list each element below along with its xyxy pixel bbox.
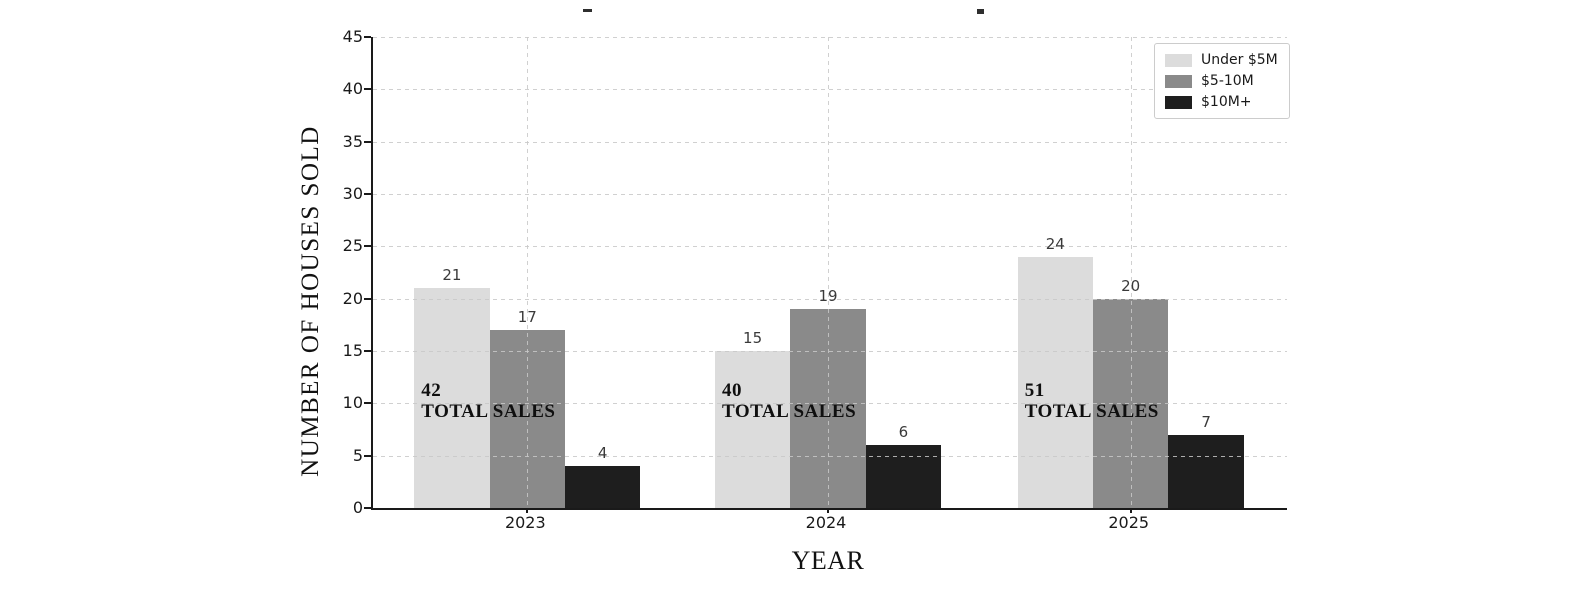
gridline-h-45: [373, 37, 1287, 38]
cropped-title-mark-right: [977, 9, 984, 14]
y-tick-label-25: 25: [342, 236, 363, 256]
bar-2023-Under $5M: [414, 288, 490, 508]
annotation-total-text: TOTAL SALES: [722, 401, 857, 422]
legend-label-5-10m: $5-10M: [1201, 73, 1254, 89]
y-tick-mark-0: [364, 507, 371, 509]
y-tick-mark-40: [364, 88, 371, 91]
x-tick-mark-2025: [1129, 508, 1132, 513]
gridline-h-35: [373, 141, 1287, 143]
bar-2024-$5-10M: [790, 309, 866, 508]
bar-value-label: 7: [1201, 412, 1211, 431]
y-tick-mark-10: [364, 402, 371, 405]
y-tick-mark-15: [364, 350, 371, 352]
bar-2024-Under $5M: [714, 351, 791, 508]
x-tick-mark-2023: [526, 508, 529, 513]
bar-value-label: 15: [743, 329, 763, 347]
legend-swatch-10m-plus: [1165, 95, 1192, 109]
y-tick-label-35: 35: [342, 131, 363, 151]
bar-value-label: 17: [517, 308, 537, 327]
bar-value-label: 24: [1045, 234, 1065, 253]
gridline-h-30: [373, 194, 1287, 195]
bar-2025-$10M+: [1168, 434, 1244, 508]
gridline-h-40: [373, 89, 1287, 91]
plot-area: Under $5M $5-10M $10M+ 21 15 24 17 19 20 4 6 7 42…: [371, 37, 1290, 513]
annotation-total-sales-2024: 40 TOTAL SALES: [722, 380, 856, 422]
x-tick-label-2024: 2024: [805, 513, 847, 532]
bar-value-label: 4: [597, 444, 608, 463]
bar-2024-$10M+: [865, 445, 942, 508]
legend-item-5-10m: $5-10M: [1165, 73, 1278, 89]
bar-value-label: 20: [1121, 276, 1141, 295]
bar-2023-$10M+: [565, 466, 641, 508]
y-tick-label-10: 10: [342, 393, 363, 413]
y-tick-label-30: 30: [342, 184, 363, 203]
annotation-total-sales-2023: 42 TOTAL SALES: [421, 380, 555, 422]
legend-label-under-5m: Under $5M: [1201, 52, 1278, 68]
y-tick-mark-5: [364, 454, 371, 457]
y-tick-label-45: 45: [342, 27, 363, 46]
y-tick-label-20: 20: [342, 288, 363, 308]
legend-label-10m-plus: $10M+: [1201, 94, 1252, 110]
annotation-total-number: 42: [421, 380, 442, 401]
bar-2023-$5-10M: [489, 330, 565, 508]
bar-value-label: 6: [898, 423, 909, 442]
legend: Under $5M $5-10M $10M+: [1154, 43, 1290, 119]
gridline-h-25: [373, 246, 1287, 248]
y-tick-label-5: 5: [352, 445, 363, 465]
y-tick-label-40: 40: [342, 79, 363, 99]
y-tick-mark-25: [364, 245, 371, 248]
annotation-total-text: TOTAL SALES: [1024, 401, 1159, 422]
annotation-total-number: 40: [722, 380, 742, 401]
x-tick-label-2023: 2023: [504, 513, 546, 532]
annotation-total-number: 51: [1024, 380, 1045, 401]
legend-item-10m-plus: $10M+: [1165, 94, 1278, 110]
legend-swatch-5-10m: [1165, 74, 1192, 88]
annotation-total-text: TOTAL SALES: [421, 401, 556, 422]
x-tick-label-2025: 2025: [1108, 513, 1150, 532]
cropped-title-mark-left: [583, 9, 592, 12]
annotation-total-sales-2025: 51 TOTAL SALES: [1025, 380, 1159, 422]
y-tick-label-15: 15: [342, 341, 363, 360]
x-axis-title: YEAR: [791, 546, 865, 575]
bar-value-label: 21: [442, 266, 462, 285]
x-tick-mark-2024: [827, 508, 829, 513]
y-tick-label-0: 0: [352, 498, 363, 517]
y-tick-mark-30: [364, 193, 371, 195]
y-tick-mark-35: [364, 140, 371, 143]
y-tick-mark-20: [364, 297, 371, 300]
y-tick-mark-45: [364, 36, 371, 38]
legend-item-under-5m: Under $5M: [1165, 52, 1278, 68]
legend-swatch-under-5m: [1165, 53, 1192, 67]
bar-value-label: 19: [818, 287, 838, 306]
